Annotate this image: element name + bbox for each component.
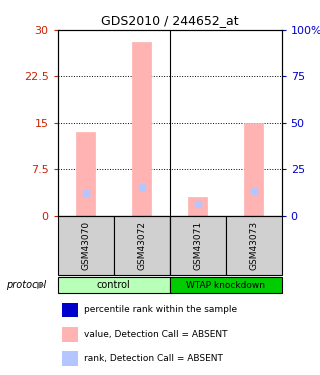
Bar <box>62 303 78 317</box>
Point <box>195 201 200 207</box>
FancyBboxPatch shape <box>170 216 226 274</box>
Text: control: control <box>97 280 131 290</box>
Bar <box>62 278 78 293</box>
Point <box>83 190 88 196</box>
Text: rank, Detection Call = ABSENT: rank, Detection Call = ABSENT <box>84 354 223 363</box>
Text: protocol: protocol <box>6 280 47 290</box>
Bar <box>62 351 78 366</box>
Text: GSM43071: GSM43071 <box>193 220 202 270</box>
Bar <box>132 42 151 216</box>
Text: ▶: ▶ <box>37 280 44 290</box>
Text: GSM43072: GSM43072 <box>137 220 146 270</box>
FancyBboxPatch shape <box>114 216 170 274</box>
FancyBboxPatch shape <box>58 216 114 274</box>
Text: GSM43070: GSM43070 <box>81 220 90 270</box>
Text: GSM43073: GSM43073 <box>249 220 258 270</box>
Text: percentile rank within the sample: percentile rank within the sample <box>84 306 238 315</box>
Text: WTAP knockdown: WTAP knockdown <box>186 280 265 290</box>
Bar <box>76 132 95 216</box>
Bar <box>188 197 207 216</box>
Text: count: count <box>84 281 110 290</box>
Title: GDS2010 / 244652_at: GDS2010 / 244652_at <box>101 15 238 27</box>
Point <box>139 184 144 190</box>
FancyBboxPatch shape <box>226 216 282 274</box>
Point <box>251 188 256 194</box>
Text: value, Detection Call = ABSENT: value, Detection Call = ABSENT <box>84 330 228 339</box>
Bar <box>244 123 263 216</box>
Bar <box>62 327 78 342</box>
